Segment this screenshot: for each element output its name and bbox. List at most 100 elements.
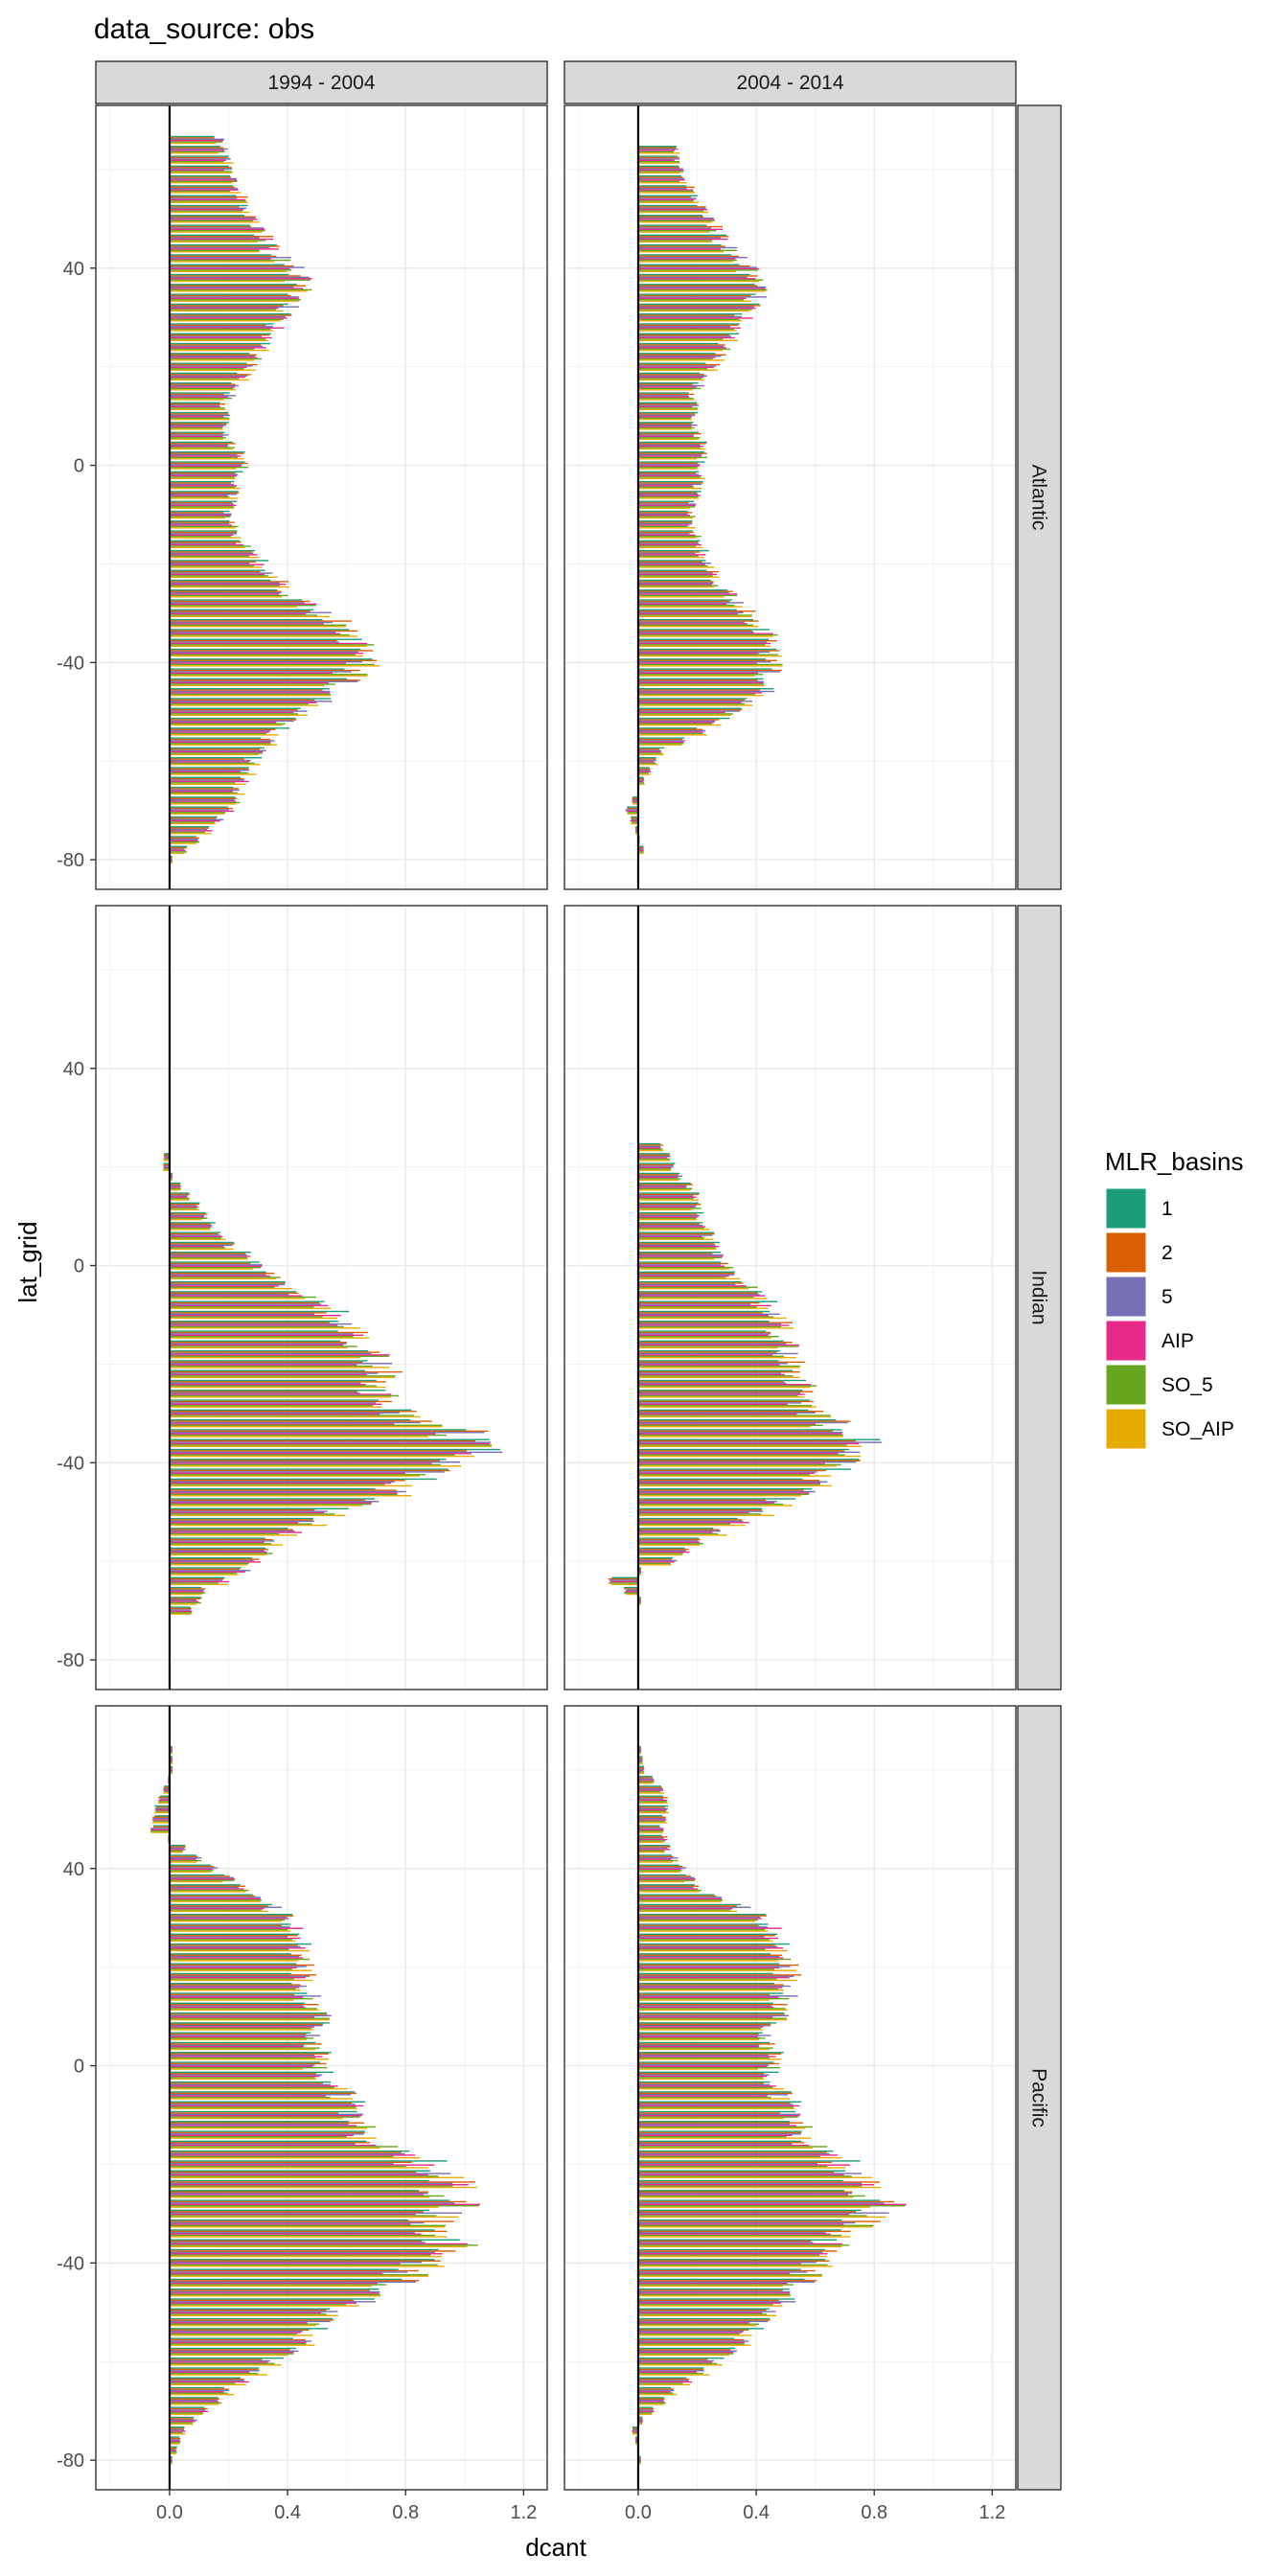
bar-5 <box>637 2409 654 2411</box>
bar-so-aip <box>169 2098 354 2100</box>
bar-2 <box>637 1144 663 1146</box>
bar-so-5 <box>169 2096 331 2099</box>
bar-5 <box>637 621 745 624</box>
bar-5 <box>169 1936 288 1938</box>
bar-2 <box>163 1154 170 1156</box>
bar-5 <box>169 1333 354 1335</box>
bar-2 <box>637 2142 805 2144</box>
bar-aip <box>169 819 220 822</box>
bar-so-5 <box>169 1405 374 1407</box>
bar-2 <box>169 610 310 612</box>
bar-so-5 <box>169 1751 173 1754</box>
bar-aip <box>637 1750 642 1752</box>
bar-2 <box>637 2309 767 2312</box>
bar-1 <box>637 1517 738 1520</box>
bar-1 <box>169 441 233 444</box>
bar-5 <box>169 2182 453 2185</box>
bar-so-aip <box>169 576 278 578</box>
bar-5 <box>637 1313 780 1316</box>
bar-5 <box>169 1254 247 1256</box>
bar-so-aip <box>637 330 737 332</box>
column-strip-label: 2004 - 2014 <box>736 72 843 94</box>
bar-aip <box>169 573 265 576</box>
bar-2 <box>169 1460 441 1461</box>
bar-1 <box>637 1468 851 1470</box>
bar-so-aip <box>627 813 638 815</box>
bar-aip <box>637 2115 800 2117</box>
bar-1 <box>169 540 241 542</box>
bar-so-aip <box>169 645 367 647</box>
bar-2 <box>637 432 702 435</box>
bar-so-5 <box>637 1859 678 1862</box>
bar-so-5 <box>169 1178 172 1180</box>
bar-2 <box>169 413 229 415</box>
bar-1 <box>169 1360 368 1362</box>
bar-1 <box>637 1379 807 1382</box>
bar-aip <box>637 2341 745 2344</box>
bar-so-5 <box>637 762 656 765</box>
bar-so-aip <box>630 822 638 825</box>
bar-aip <box>169 849 186 852</box>
bar-2 <box>637 2131 802 2134</box>
bar-1 <box>169 2288 380 2290</box>
bar-2 <box>637 452 707 454</box>
bar-so-5 <box>637 702 746 705</box>
bar-5 <box>637 2005 772 2007</box>
bar-so-aip <box>637 1149 663 1152</box>
bar-2 <box>169 2368 259 2371</box>
bar-so-5 <box>169 2412 204 2414</box>
bar-so-aip <box>637 626 759 628</box>
bar-2 <box>637 2319 771 2321</box>
bar-so-5 <box>169 230 265 232</box>
bar-so-5 <box>637 1355 785 1357</box>
bar-5 <box>637 1520 744 1523</box>
bar-5 <box>169 2133 364 2135</box>
bar-5 <box>637 2340 749 2342</box>
bar-1 <box>637 293 756 295</box>
bar-so-aip <box>637 1346 778 1349</box>
bar-aip <box>637 642 770 645</box>
bar-aip <box>637 485 693 487</box>
bar-so-5 <box>637 230 717 232</box>
bar-5 <box>637 1471 817 1473</box>
bar-so-aip <box>637 181 687 184</box>
bar-1 <box>637 2140 802 2143</box>
bar-2 <box>169 2131 365 2134</box>
bar-aip <box>637 2292 790 2294</box>
bar-aip <box>169 416 224 418</box>
bar-1 <box>637 1795 664 1797</box>
bar-aip <box>637 1976 790 1979</box>
bar-so-5 <box>637 1296 754 1299</box>
bar-1 <box>169 579 271 582</box>
bar-so-5 <box>637 495 699 498</box>
bar-5 <box>637 296 768 298</box>
bar-2 <box>169 728 276 730</box>
bar-so-5 <box>637 200 694 202</box>
bar-so-aip <box>637 408 699 411</box>
bar-so-5 <box>169 1859 202 1862</box>
bar-so-aip <box>637 418 692 421</box>
bar-so-aip <box>637 2285 784 2288</box>
bar-so-aip <box>637 2393 678 2396</box>
bar-so-5 <box>637 2402 666 2404</box>
bar-aip <box>637 2380 693 2383</box>
bar-so-aip <box>169 1229 211 1230</box>
bar-2 <box>169 1757 173 1760</box>
bar-2 <box>169 2122 365 2124</box>
bar-aip <box>169 692 331 694</box>
bar-aip <box>637 1453 839 1455</box>
bar-2 <box>169 2181 475 2183</box>
bar-5 <box>169 1205 197 1207</box>
bar-so-aip <box>637 1524 746 1527</box>
bar-5 <box>169 246 270 249</box>
bar-2 <box>637 1232 715 1235</box>
bar-5 <box>169 2074 323 2076</box>
bar-2 <box>169 285 307 287</box>
bar-1 <box>637 1557 673 1559</box>
bar-2 <box>637 1174 678 1176</box>
bar-5 <box>169 1313 315 1316</box>
bar-1 <box>637 2308 770 2310</box>
bar-2 <box>169 501 233 504</box>
bar-1 <box>637 2347 736 2350</box>
bar-aip <box>637 2095 768 2097</box>
